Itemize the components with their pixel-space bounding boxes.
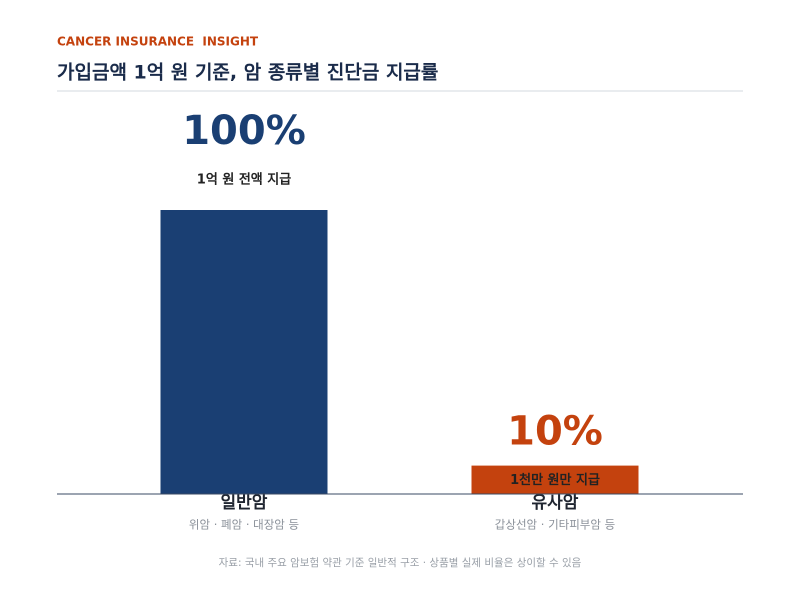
category-note: 갑상선암 · 기타피부암 등 <box>495 518 615 532</box>
chart-title: 가입금액 1억 원 기준, 암 종류별 진단금 지급률 <box>57 62 438 84</box>
category-note: 위암 · 폐암 · 대장암 등 <box>189 518 299 532</box>
source-note: 자료: 국내 주요 암보험 약관 기준 일반적 구조 · 상품별 실제 비율은 … <box>219 556 582 569</box>
kicker: CANCER INSURANCE INSIGHT <box>57 35 259 49</box>
value-label: 10% <box>507 409 603 455</box>
bar <box>471 465 639 494</box>
bar <box>160 210 328 494</box>
value-note: 1천만 원만 지급 <box>510 472 600 488</box>
category-label: 유사암 <box>532 493 579 513</box>
value-note: 1억 원 전액 지급 <box>197 172 291 188</box>
category-label: 일반암 <box>221 493 268 513</box>
value-label: 100% <box>182 108 306 154</box>
